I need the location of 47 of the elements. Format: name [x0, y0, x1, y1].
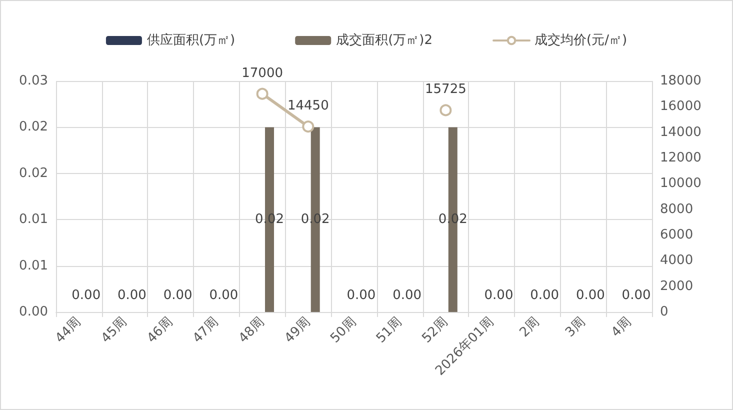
y-tick-label: 0.01 [19, 258, 48, 274]
y2-tick-label: 12000 [660, 150, 702, 166]
x-tick-label: 44周 [52, 314, 84, 346]
x-tick-label: 52周 [420, 314, 451, 346]
y-tick-label: 0.02 [19, 166, 48, 181]
point [256, 88, 268, 100]
x-tick-label: 48周 [236, 314, 268, 346]
y-tick-label: 0.03 [19, 74, 48, 88]
x-tick-label: 45周 [98, 314, 130, 346]
point [440, 104, 452, 116]
legend-label: 供应面积(万㎡) [146, 32, 236, 48]
y2-tick-label: 10000 [660, 176, 702, 192]
x-tick-label: 46周 [144, 314, 176, 346]
data-label: 14450 [287, 98, 329, 114]
x-tick-label: 4周 [608, 314, 634, 340]
x-tick-label: 51周 [374, 314, 406, 346]
y2-tick-label: 14000 [660, 124, 702, 140]
y2-tick-label: 18000 [660, 74, 702, 88]
data-label: 17000 [242, 66, 283, 81]
legend-label: 成交均价(元/㎡) [534, 32, 628, 48]
data-label: 0.00 [346, 288, 376, 303]
data-label: 0.00 [72, 288, 101, 303]
data-label: 15725 [425, 82, 466, 98]
data-label: 0.00 [576, 288, 605, 303]
y2-tick-label: 8000 [660, 202, 694, 217]
y2-tick-label: 6000 [660, 228, 694, 242]
y-tick-label: 0.02 [19, 120, 48, 135]
x-tick-label: 2周 [517, 314, 543, 340]
data-label: 0.00 [163, 288, 192, 303]
data-label: 0.00 [484, 288, 514, 303]
y2-tick-label: 0 [660, 304, 668, 320]
x-tick-label: 3周 [562, 314, 589, 340]
y2-tick-label: 4000 [660, 253, 694, 268]
data-label: 0.00 [392, 288, 422, 303]
x-tick-label: 47周 [190, 314, 222, 346]
data-label: 0.00 [622, 288, 651, 303]
y-tick-label: 0.00 [19, 304, 48, 320]
point [302, 120, 314, 133]
y2-tick-label: 16000 [660, 99, 702, 114]
x-tick-label: 49周 [282, 314, 314, 346]
data-label: 0.00 [117, 288, 146, 303]
legend-label: 成交面积(万㎡)2 [336, 32, 433, 48]
data-label: 0.00 [530, 288, 560, 303]
y2-tick-label: 2000 [660, 278, 694, 294]
x-tick-label: 50周 [328, 314, 360, 346]
y-tick-label: 0.01 [19, 212, 48, 228]
data-label: 0.00 [209, 288, 238, 303]
